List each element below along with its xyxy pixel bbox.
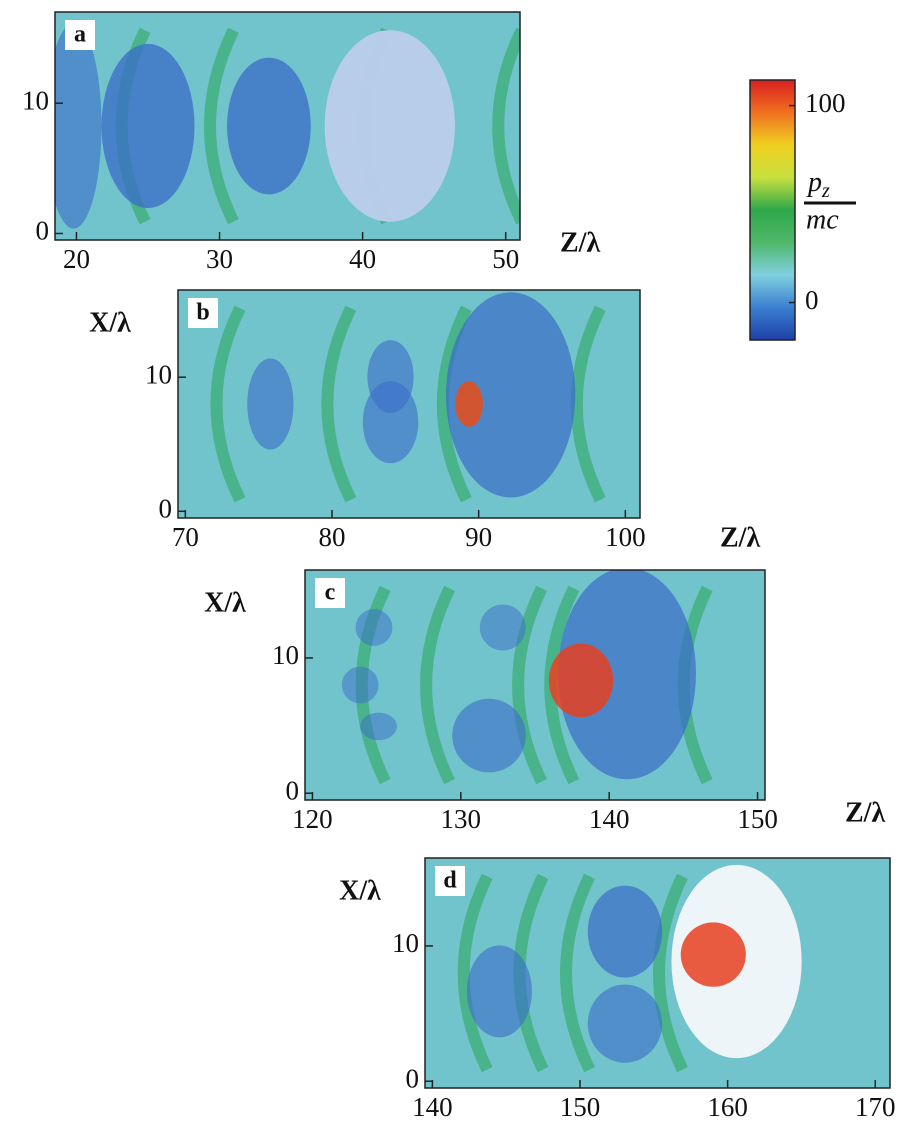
- y-axis-label: X/λ: [339, 875, 381, 906]
- particle-bunch: [480, 605, 526, 651]
- y-tick-label: 0: [286, 775, 300, 805]
- x-tick-label: 150: [737, 804, 778, 834]
- particle-bunch: [102, 44, 195, 208]
- particle-bunch: [588, 985, 662, 1063]
- x-axis-label: Z/λ: [845, 797, 885, 828]
- particle-bunch: [325, 30, 455, 222]
- x-tick-label: 90: [465, 522, 492, 552]
- particle-bunch: [549, 644, 613, 718]
- x-tick-label: 140: [589, 804, 630, 834]
- y-tick-label: 10: [272, 640, 299, 670]
- x-axis-label: Z/λ: [560, 227, 600, 258]
- particle-bunch: [227, 58, 311, 195]
- x-tick-label: 120: [292, 804, 333, 834]
- x-tick-label: 170: [855, 1092, 896, 1122]
- particle-bunch: [247, 358, 293, 449]
- y-tick-label: 0: [406, 1063, 420, 1093]
- x-tick-label: 160: [707, 1092, 748, 1122]
- y-axis-label: X/λ: [89, 307, 131, 338]
- x-tick-label: 140: [412, 1092, 453, 1122]
- particle-bunch: [467, 945, 532, 1037]
- heatmap: [178, 290, 640, 518]
- particle-bunch: [588, 886, 662, 978]
- colorbar-tick-label: 0: [805, 285, 819, 315]
- figure: a20304050010Z/λb708090100010Z/λX/λc12013…: [0, 0, 910, 1131]
- x-tick-label: 50: [492, 244, 519, 274]
- particle-bunch: [363, 381, 418, 463]
- particle-bunch: [452, 699, 526, 773]
- numerator: p: [806, 167, 822, 198]
- x-tick-label: 100: [605, 522, 646, 552]
- y-axis-label: X/λ: [204, 587, 246, 618]
- panel-label: b: [196, 300, 209, 326]
- x-tick-label: 150: [560, 1092, 601, 1122]
- particle-bunch: [46, 23, 102, 228]
- colorbar: [750, 80, 795, 340]
- x-tick-label: 20: [63, 244, 90, 274]
- subscript: z: [821, 180, 830, 202]
- y-tick-label: 10: [392, 928, 419, 958]
- x-tick-label: 80: [319, 522, 346, 552]
- heatmap: [305, 568, 765, 800]
- heatmap: [46, 12, 522, 240]
- heatmap: [425, 858, 890, 1088]
- y-tick-label: 0: [159, 493, 173, 523]
- x-tick-label: 30: [206, 244, 233, 274]
- particle-bunch: [681, 922, 746, 986]
- colorbar-label-numerator: pz: [806, 167, 830, 201]
- y-tick-label: 10: [145, 359, 172, 389]
- panel-label: d: [443, 868, 457, 894]
- particle-bunch: [356, 609, 393, 646]
- panel-label: c: [325, 580, 336, 606]
- particle-bunch: [455, 381, 483, 427]
- x-axis-label: Z/λ: [720, 522, 760, 553]
- particle-bunch: [360, 713, 397, 741]
- panel-label: a: [74, 22, 86, 48]
- x-tick-label: 130: [441, 804, 482, 834]
- x-tick-label: 40: [349, 244, 376, 274]
- colorbar-tick-label: 100: [805, 88, 846, 118]
- y-tick-label: 0: [36, 216, 50, 246]
- x-tick-label: 70: [172, 522, 199, 552]
- y-tick-label: 10: [22, 85, 49, 115]
- particle-bunch: [342, 667, 379, 704]
- colorbar-label-denominator: mc: [806, 204, 839, 235]
